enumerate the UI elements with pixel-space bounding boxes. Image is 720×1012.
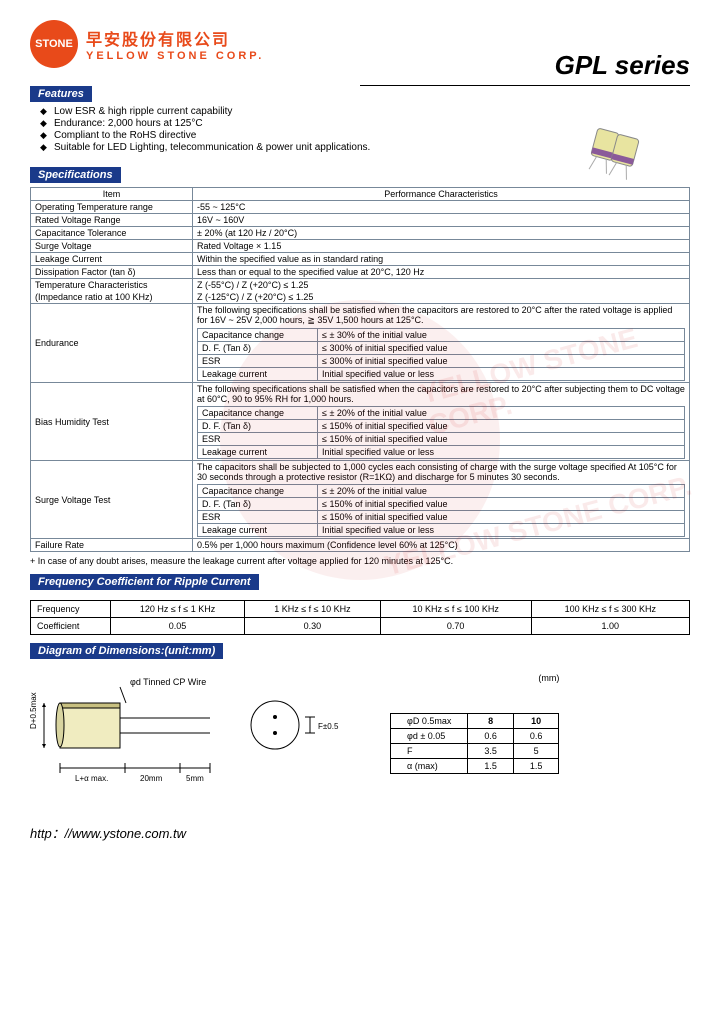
freq-val: 0.70 xyxy=(380,618,531,635)
specifications-table: Item Performance Characteristics Operati… xyxy=(30,187,690,552)
svg-text:20mm: 20mm xyxy=(140,774,163,783)
surge-subtable: Capacitance change≤ ± 20% of the initial… xyxy=(197,484,685,537)
spec-item: Leakage Current xyxy=(31,253,193,266)
spec-value: The capacitors shall be subjected to 1,0… xyxy=(193,461,690,539)
spec-item: Rated Voltage Range xyxy=(31,214,193,227)
freq-val: 0.30 xyxy=(245,618,381,635)
feature-item: Endurance: 2,000 hours at 125°C xyxy=(40,118,690,129)
col-item: Item xyxy=(31,188,193,201)
spec-item: Surge Voltage Test xyxy=(31,461,193,539)
spec-item: Dissipation Factor (tan δ) xyxy=(31,266,193,279)
frequency-header: Frequency Coefficient for Ripple Current xyxy=(30,574,259,590)
dim-header: 10 xyxy=(513,714,559,729)
spec-value: Z (-125°C) / Z (+20°C) ≤ 1.25 xyxy=(193,291,690,304)
title-underline xyxy=(360,85,690,86)
feature-item: Compliant to the RoHS directive xyxy=(40,130,690,141)
spec-value: 0.5% per 1,000 hours maximum (Confidence… xyxy=(193,539,690,552)
feature-item: Suitable for LED Lighting, telecommunica… xyxy=(40,142,690,153)
freq-label: Coefficient xyxy=(31,618,111,635)
spec-item: Temperature Characteristics xyxy=(31,279,193,292)
endurance-intro: The following specifications shall be sa… xyxy=(197,305,685,326)
company-chinese: 早安股份有限公司 xyxy=(86,26,264,50)
company-english: YELLOW STONE CORP. xyxy=(86,50,264,62)
dim-header: φD 0.5max xyxy=(391,714,468,729)
spec-item: Capacitance Tolerance xyxy=(31,227,193,240)
freq-val: 0.05 xyxy=(111,618,245,635)
surge-intro: The capacitors shall be subjected to 1,0… xyxy=(197,462,685,482)
spec-item: Surge Voltage xyxy=(31,240,193,253)
feature-item: Low ESR & high ripple current capability xyxy=(40,106,690,117)
dimension-diagram: φd Tinned CP Wire D+0.5max L+α max. 20mm… xyxy=(30,673,370,803)
spec-value: ± 20% (at 120 Hz / 20°C) xyxy=(193,227,690,240)
frequency-table: Frequency 120 Hz ≤ f ≤ 1 KHz 1 KHz ≤ f ≤… xyxy=(30,600,690,635)
endurance-subtable: Capacitance change≤ ± 30% of the initial… xyxy=(197,328,685,381)
dimensions-table: φD 0.5max 8 10 φd ± 0.050.60.6 F3.55 α (… xyxy=(390,713,559,774)
spec-value: Less than or equal to the specified valu… xyxy=(193,266,690,279)
features-list: Low ESR & high ripple current capability… xyxy=(40,106,690,153)
svg-text:F±0.5: F±0.5 xyxy=(318,722,339,731)
specs-note: + In case of any doubt arises, measure t… xyxy=(30,556,690,566)
features-header: Features xyxy=(30,86,92,102)
humidity-intro: The following specifications shall be sa… xyxy=(197,384,685,404)
spec-item: Failure Rate xyxy=(31,539,193,552)
freq-col: 10 KHz ≤ f ≤ 100 KHz xyxy=(380,601,531,618)
spec-value: Z (-55°C) / Z (+20°C) ≤ 1.25 xyxy=(193,279,690,292)
svg-text:D+0.5max: D+0.5max xyxy=(30,692,38,729)
freq-col: 100 KHz ≤ f ≤ 300 KHz xyxy=(531,601,689,618)
spec-item: Operating Temperature range xyxy=(31,201,193,214)
dim-header: 8 xyxy=(468,714,514,729)
spec-item: Bias Humidity Test xyxy=(31,383,193,461)
freq-col: 120 Hz ≤ f ≤ 1 KHz xyxy=(111,601,245,618)
specs-header: Specifications xyxy=(30,167,121,183)
col-perf: Performance Characteristics xyxy=(193,188,690,201)
svg-text:5mm: 5mm xyxy=(186,774,204,783)
spec-value: The following specifications shall be sa… xyxy=(193,383,690,461)
humidity-subtable: Capacitance change≤ ± 20% of the initial… xyxy=(197,406,685,459)
freq-col: 1 KHz ≤ f ≤ 10 KHz xyxy=(245,601,381,618)
spec-value: Within the specified value as in standar… xyxy=(193,253,690,266)
freq-val: 1.00 xyxy=(531,618,689,635)
dimensions-header: Diagram of Dimensions:(unit:mm) xyxy=(30,643,223,659)
spec-value: The following specifications shall be sa… xyxy=(193,304,690,383)
svg-text:L+α max.: L+α max. xyxy=(75,774,108,783)
series-title: GPL series xyxy=(555,50,690,81)
spec-value: 16V ~ 160V xyxy=(193,214,690,227)
unit-label: (mm) xyxy=(390,673,559,683)
logo-icon: STONE xyxy=(30,20,78,68)
spec-item: (Impedance ratio at 100 KHz) xyxy=(31,291,193,304)
spec-value: Rated Voltage × 1.15 xyxy=(193,240,690,253)
svg-text:φd Tinned CP Wire: φd Tinned CP Wire xyxy=(130,677,206,687)
freq-label: Frequency xyxy=(31,601,111,618)
spec-value: -55 ~ 125°C xyxy=(193,201,690,214)
footer-url: http：//www.ystone.com.tw xyxy=(30,823,690,842)
spec-item: Endurance xyxy=(31,304,193,383)
